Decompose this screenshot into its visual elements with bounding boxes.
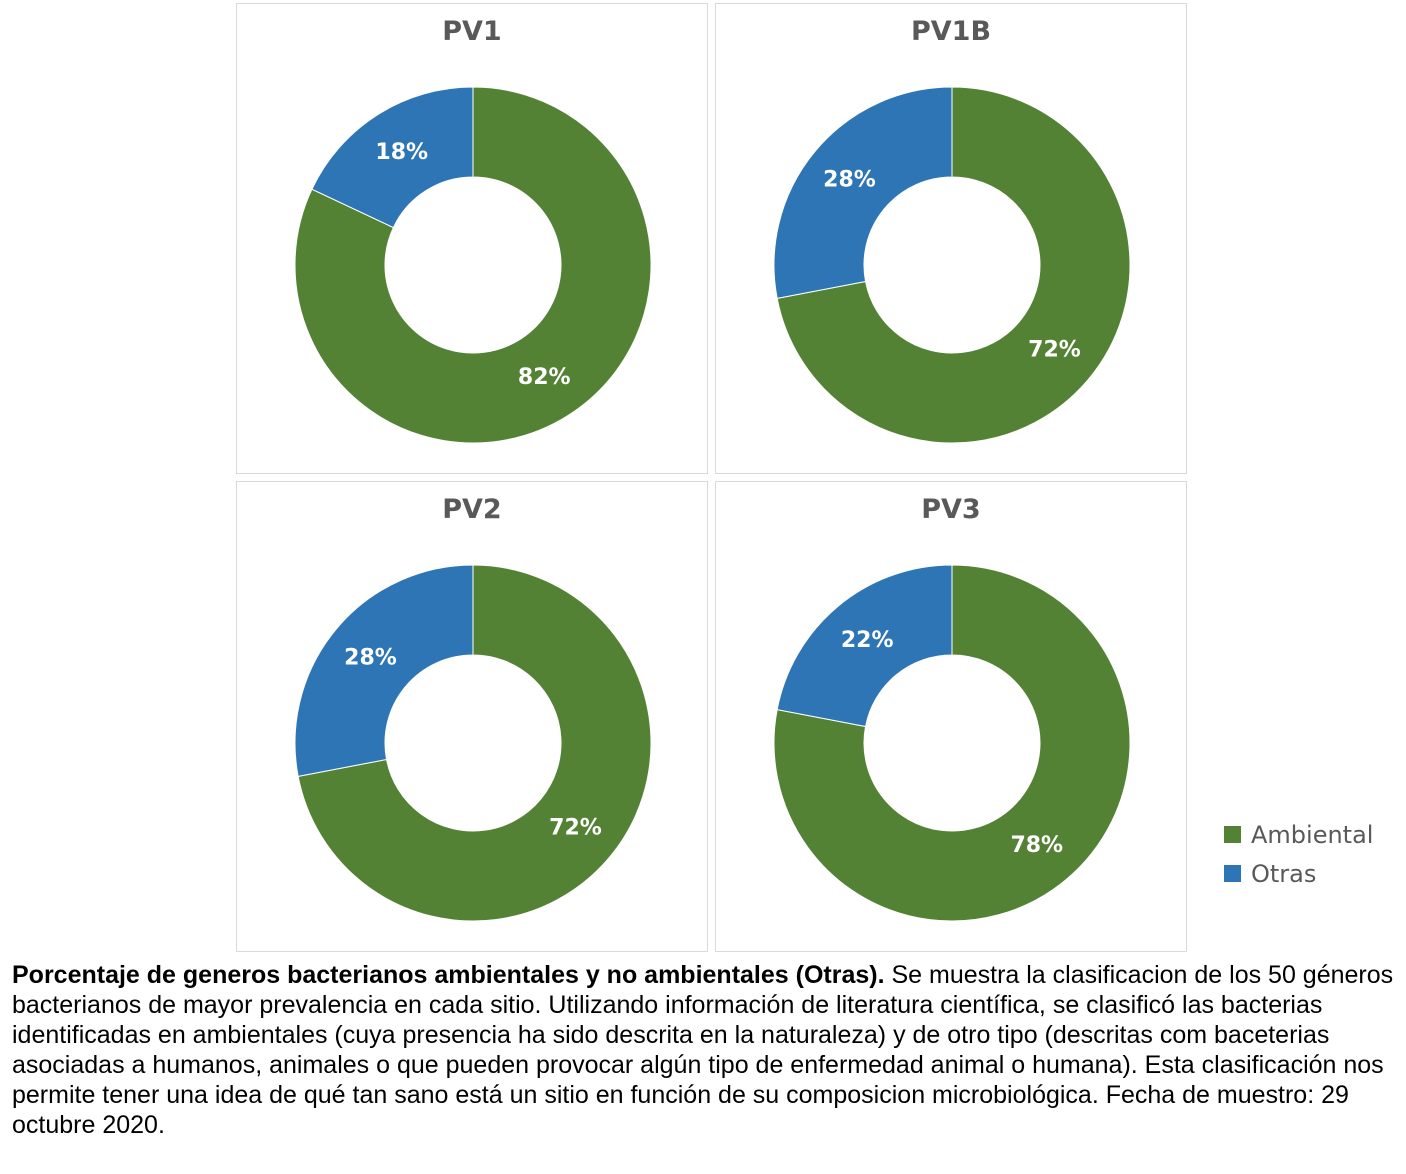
donut-slice-ambiental	[773, 564, 1131, 922]
donut-chart: 78% 22%	[773, 564, 1131, 922]
chart-title: PV3	[921, 494, 981, 525]
data-label-ambiental: 82%	[518, 365, 571, 390]
chart-panel-pv2: PV2 72% 28%	[236, 481, 708, 952]
data-label-ambiental: 78%	[1010, 833, 1063, 858]
donut-slice-otras	[311, 86, 474, 229]
data-label-otras: 18%	[375, 140, 428, 165]
donut-slice-ambiental	[294, 86, 652, 444]
donut-slice-otras	[776, 564, 953, 728]
donut-chart: 82% 18%	[294, 86, 652, 444]
legend-item-ambiental: Ambiental	[1224, 815, 1399, 854]
donut-slice-otras	[773, 86, 953, 299]
legend-swatch-otras	[1224, 865, 1241, 882]
data-label-otras: 28%	[823, 168, 876, 193]
chart-title: PV1	[442, 16, 502, 47]
legend-label: Otras	[1251, 859, 1317, 888]
chart-legend: Ambiental Otras	[1224, 815, 1399, 893]
donut-chart: 72% 28%	[773, 86, 1131, 444]
caption-text: Se muestra la clasificacion de los 50 gé…	[12, 961, 1394, 1139]
legend-swatch-ambiental	[1224, 826, 1241, 843]
chart-panel-pv3: PV3 78% 22%	[715, 481, 1187, 952]
donut-slice-ambiental	[776, 86, 1131, 444]
figure-caption: Porcentaje de generos bacterianos ambien…	[12, 960, 1397, 1140]
data-label-otras: 22%	[841, 628, 894, 653]
data-label-otras: 28%	[344, 646, 397, 671]
donut-slice-ambiental	[297, 564, 652, 922]
donut-slice-otras	[294, 564, 474, 777]
chart-panel-pv1b: PV1B 72% 28%	[715, 3, 1187, 474]
chart-panel-pv1: PV1 82% 18%	[236, 3, 708, 474]
legend-item-otras: Otras	[1224, 854, 1399, 893]
data-label-ambiental: 72%	[549, 815, 602, 840]
donut-chart: 72% 28%	[294, 564, 652, 922]
chart-title: PV1B	[910, 16, 992, 47]
data-label-ambiental: 72%	[1028, 337, 1081, 362]
legend-label: Ambiental	[1251, 820, 1374, 849]
chart-title: PV2	[442, 494, 502, 525]
caption-title: Porcentaje de generos bacterianos ambien…	[12, 961, 885, 989]
